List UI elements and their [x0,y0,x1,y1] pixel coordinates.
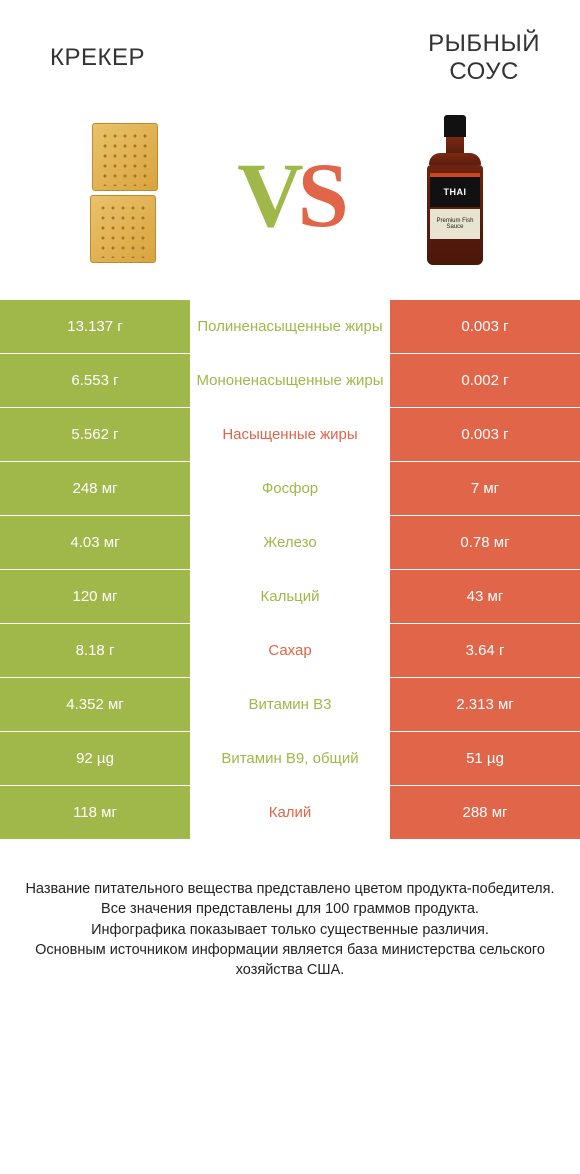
cell-nutrient: Витамин B9, общий [190,732,390,785]
cell-right: 2.313 мг [390,678,580,731]
header: КРЕКЕР РЫБНЫЙСОУС [0,0,580,95]
cell-nutrient: Насыщенные жиры [190,408,390,461]
cell-left: 248 мг [0,462,190,515]
cell-nutrient: Кальций [190,570,390,623]
table-row: 248 мгФосфор7 мг [0,461,580,515]
cell-nutrient: Витамин B3 [190,678,390,731]
cell-right: 288 мг [390,786,580,839]
footer-line: Инфографика показывает только существенн… [20,920,560,940]
images-row: VS THAI Premium Fish Sauce [0,95,580,299]
cell-right: 51 µg [390,732,580,785]
bottle-icon: THAI Premium Fish Sauce [420,115,490,275]
table-row: 13.137 гПолиненасыщенные жиры0.003 г [0,299,580,353]
cell-right: 0.003 г [390,408,580,461]
cell-nutrient: Полиненасыщенные жиры [190,300,390,353]
bottle-label-main: THAI [444,187,467,197]
vs-v: V [237,144,297,246]
title-left: КРЕКЕР [50,44,145,72]
cell-right: 3.64 г [390,624,580,677]
bottle-label-sub: Premium Fish Sauce [430,218,480,231]
cell-left: 92 µg [0,732,190,785]
cracker-image [50,115,200,275]
vs-label: VS [237,149,343,241]
vs-s: S [298,144,343,246]
cell-left: 13.137 г [0,300,190,353]
table-row: 8.18 гСахар3.64 г [0,623,580,677]
table-row: 118 мгКалий288 мг [0,785,580,839]
cell-right: 43 мг [390,570,580,623]
table-row: 92 µgВитамин B9, общий51 µg [0,731,580,785]
cell-right: 7 мг [390,462,580,515]
table-row: 6.553 гМононенасыщенные жиры0.002 г [0,353,580,407]
cell-right: 0.003 г [390,300,580,353]
cell-left: 8.18 г [0,624,190,677]
title-right: РЫБНЫЙСОУС [428,30,540,85]
cell-left: 4.03 мг [0,516,190,569]
table-row: 120 мгКальций43 мг [0,569,580,623]
table-row: 5.562 гНасыщенные жиры0.003 г [0,407,580,461]
footer-line: Основным источником информации является … [20,940,560,981]
cracker-icon [92,123,158,191]
cracker-icon [90,195,156,263]
cell-nutrient: Калий [190,786,390,839]
cell-left: 5.562 г [0,408,190,461]
cell-nutrient: Сахар [190,624,390,677]
cell-left: 6.553 г [0,354,190,407]
cell-left: 120 мг [0,570,190,623]
footer-line: Название питательного вещества представл… [20,879,560,899]
cell-nutrient: Мононенасыщенные жиры [190,354,390,407]
footer-line: Все значения представлены для 100 граммо… [20,899,560,919]
comparison-table: 13.137 гПолиненасыщенные жиры0.003 г6.55… [0,299,580,839]
footer: Название питательного вещества представл… [0,839,580,1000]
cell-nutrient: Железо [190,516,390,569]
cell-left: 4.352 мг [0,678,190,731]
cell-right: 0.78 мг [390,516,580,569]
fish-sauce-image: THAI Premium Fish Sauce [380,115,530,275]
table-row: 4.352 мгВитамин B32.313 мг [0,677,580,731]
table-row: 4.03 мгЖелезо0.78 мг [0,515,580,569]
cell-nutrient: Фосфор [190,462,390,515]
cell-left: 118 мг [0,786,190,839]
cell-right: 0.002 г [390,354,580,407]
